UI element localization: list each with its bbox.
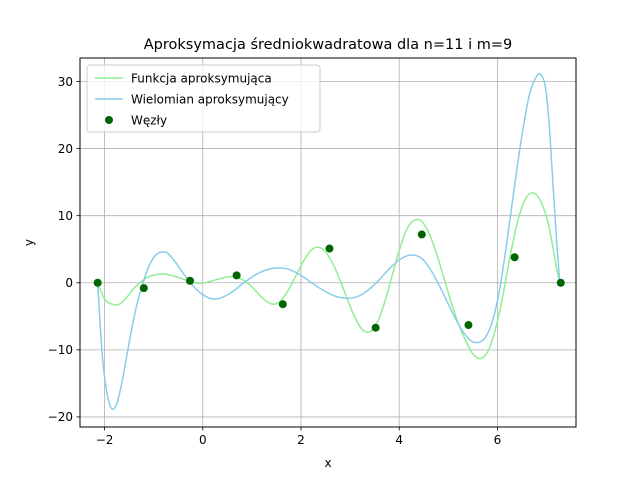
y-tick-label: 0 (65, 276, 73, 290)
data-point (93, 278, 102, 287)
data-point (186, 276, 195, 285)
legend-marker-swatch (105, 116, 113, 124)
legend-label: Wielomian aproksymujący (131, 92, 289, 106)
legend-box (86, 64, 321, 133)
data-point (325, 244, 334, 253)
data-point (232, 271, 241, 280)
legend-label: Funkcja aproksymująca (131, 71, 272, 85)
series-line-0 (96, 192, 561, 360)
series-layer (93, 73, 565, 411)
data-point (417, 230, 426, 239)
x-tick-label: −2 (96, 433, 114, 447)
x-tick-label: 2 (297, 433, 305, 447)
data-point (464, 321, 473, 330)
data-point (510, 253, 519, 262)
x-axis-label: x (324, 456, 331, 470)
x-tick-label: 4 (395, 433, 403, 447)
data-point (556, 278, 565, 287)
x-tick-label: 0 (199, 433, 207, 447)
y-axis-label: y (22, 239, 36, 246)
data-point (278, 300, 287, 309)
y-tick-label: −20 (48, 410, 73, 424)
legend-label: Węzły (131, 113, 167, 127)
y-tick-label: −10 (48, 343, 73, 357)
data-point (139, 284, 148, 293)
y-tick-label: 30 (58, 75, 73, 89)
axes-frame (79, 57, 577, 428)
series-line-1 (96, 73, 561, 411)
y-tick-label: 20 (58, 142, 73, 156)
chart-title: Aproksymacja średniokwadratowa dla n=11 … (144, 37, 512, 53)
x-tick-label: 6 (494, 433, 502, 447)
data-point (371, 323, 380, 332)
y-tick-label: 10 (58, 209, 73, 223)
legend: Funkcja aproksymująca Wielomian aproksymu… (86, 64, 321, 133)
